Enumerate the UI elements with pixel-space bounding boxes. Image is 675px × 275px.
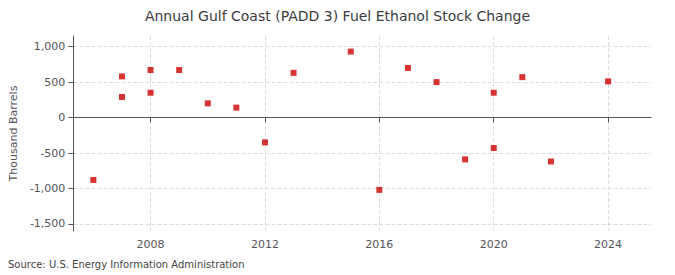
svg-text:2024: 2024	[594, 238, 622, 251]
svg-text:0: 0	[58, 111, 65, 124]
svg-text:Thousand Barrels: Thousand Barrels	[7, 85, 20, 182]
svg-text:Annual Gulf Coast (PADD 3) Fue: Annual Gulf Coast (PADD 3) Fuel Ethanol …	[145, 8, 530, 24]
svg-text:-1,000: -1,000	[30, 182, 65, 195]
svg-text:-1,500: -1,500	[30, 217, 65, 230]
svg-text:2012: 2012	[251, 238, 279, 251]
svg-text:-500: -500	[40, 147, 65, 160]
svg-text:2016: 2016	[365, 238, 393, 251]
svg-text:1,000: 1,000	[34, 40, 66, 53]
svg-text:Source: U.S. Energy Informatio: Source: U.S. Energy Information Administ…	[8, 259, 245, 270]
svg-text:2020: 2020	[480, 238, 508, 251]
svg-text:2008: 2008	[137, 238, 165, 251]
svg-text:500: 500	[44, 76, 65, 89]
